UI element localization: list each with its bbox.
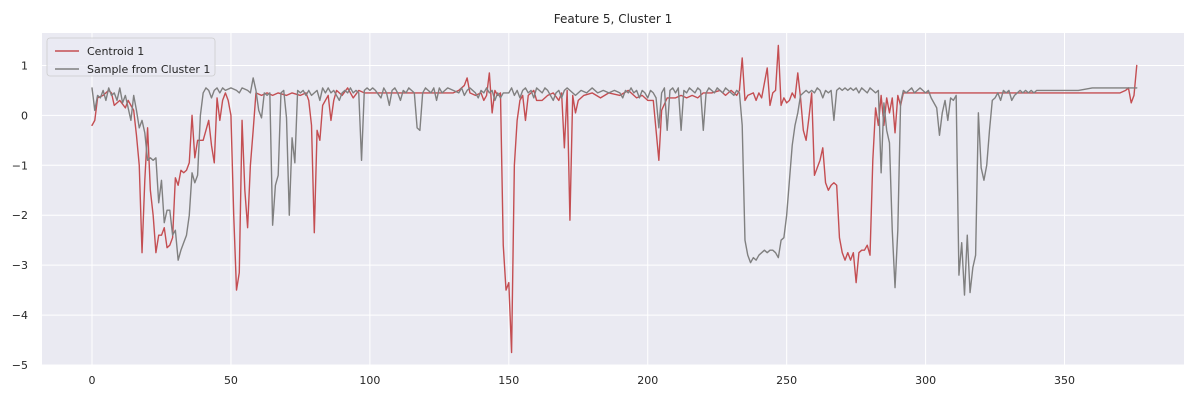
x-tick-label: 100 — [359, 374, 380, 387]
x-tick-label: 300 — [915, 374, 936, 387]
y-tick-label: −1 — [12, 159, 28, 172]
y-tick-label: −5 — [12, 359, 28, 372]
x-tick-label: 0 — [89, 374, 96, 387]
y-tick-label: −4 — [12, 309, 28, 322]
x-tick-label: 250 — [776, 374, 797, 387]
legend-box — [46, 37, 216, 77]
y-tick-label: 0 — [21, 109, 28, 122]
grid-lines — [42, 33, 1184, 366]
x-tick-label: 150 — [498, 374, 519, 387]
series-line-2 — [91, 77, 1138, 296]
x-tick-label: 50 — [224, 374, 238, 387]
chart-legend: Centroid 1 Sample from Cluster 1 — [46, 37, 216, 77]
y-tick-label: 1 — [21, 59, 28, 72]
x-tick-label: 200 — [637, 374, 658, 387]
series-lines — [91, 44, 1138, 354]
legend-label: Sample from Cluster 1 — [87, 63, 210, 76]
legend-label: Centroid 1 — [87, 45, 144, 58]
x-axis-ticks: 0 50 100 150 200 250 300 350 — [89, 374, 1076, 387]
chart-title: Feature 5, Cluster 1 — [554, 12, 672, 26]
x-tick-label: 350 — [1054, 374, 1075, 387]
y-tick-label: −3 — [12, 259, 28, 272]
series-line-1 — [91, 44, 1138, 354]
y-tick-label: −2 — [12, 209, 28, 222]
y-axis-ticks: 1 0 −1 −2 −3 −4 −5 — [12, 59, 28, 372]
